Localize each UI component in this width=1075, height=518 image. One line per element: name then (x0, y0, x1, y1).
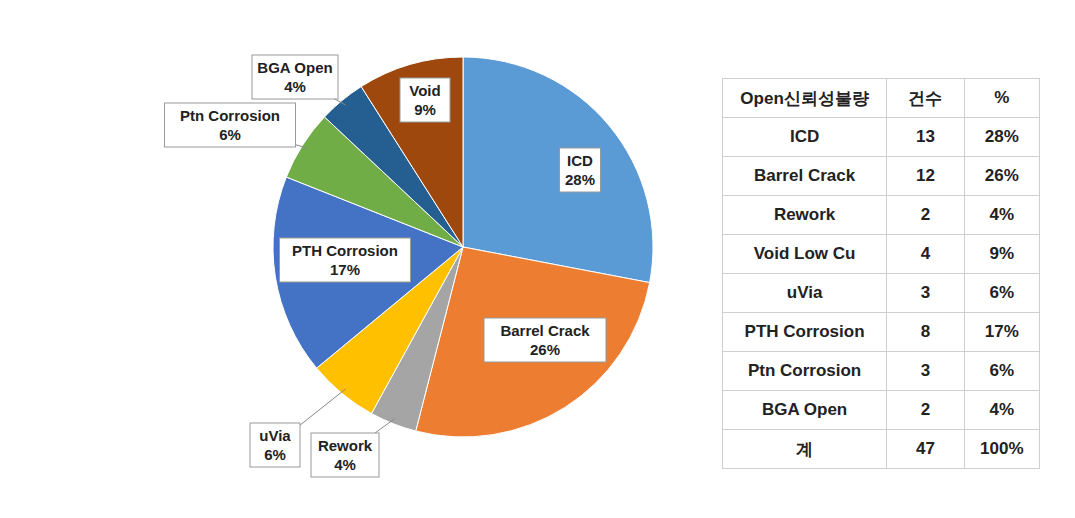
html-text:Ptn Corrosion: Ptn Corrosion (747, 361, 862, 380)
html-text:26%: 26% (984, 166, 1019, 185)
html-text:6%: 6% (989, 283, 1015, 302)
svg-text:uVia: uVia (259, 427, 291, 444)
html-text:100%: 100% (980, 439, 1024, 458)
html-text:PTH Corrosion: PTH Corrosion (744, 322, 865, 341)
html-text:47: 47 (915, 439, 935, 458)
html-text:건수: 건수 (908, 88, 943, 108)
svg-text:ICD: ICD (567, 152, 593, 169)
html-text:uVia: uVia (786, 283, 823, 302)
html-text:Rework: Rework (773, 205, 836, 224)
html-text:28%: 28% (984, 127, 1019, 146)
svg-text:26%: 26% (530, 341, 560, 358)
html-text:2: 2 (920, 400, 931, 419)
html-text:4%: 4% (989, 400, 1015, 419)
html-text:17%: 17% (984, 322, 1019, 341)
svg-text:Void: Void (409, 82, 440, 99)
html-text:9%: 9% (989, 244, 1015, 263)
svg-text:9%: 9% (414, 101, 436, 118)
html-text:Open신뢰성불량: Open신뢰성불량 (740, 88, 869, 108)
html-text:12: 12 (915, 166, 935, 185)
svg-text:28%: 28% (565, 171, 595, 188)
html-text:ICD: ICD (789, 127, 820, 146)
html-text:4: 4 (920, 244, 931, 263)
svg-text:4%: 4% (284, 78, 306, 95)
svg-text:4%: 4% (334, 456, 356, 473)
svg-text:Barrel Crack: Barrel Crack (500, 322, 590, 339)
html-text:Void Low Cu: Void Low Cu (753, 244, 856, 263)
svg-text:Rework: Rework (318, 437, 373, 454)
svg-text:PTH Corrosion: PTH Corrosion (292, 242, 398, 259)
html-text:계: 계 (796, 439, 814, 459)
html-text:Barrel Crack: Barrel Crack (754, 166, 856, 185)
svg-text:17%: 17% (330, 261, 360, 278)
html-text:3: 3 (920, 361, 931, 380)
html-text:13: 13 (915, 127, 935, 146)
svg-text:BGA Open: BGA Open (257, 59, 332, 76)
html-text:2: 2 (920, 205, 931, 224)
svg-text:Ptn Corrosion: Ptn Corrosion (180, 107, 280, 124)
html-text:4%: 4% (989, 205, 1015, 224)
html-text:BGA Open: BGA Open (761, 400, 848, 419)
html-text:8: 8 (920, 322, 931, 341)
svg-text:6%: 6% (219, 126, 241, 143)
svg-text:6%: 6% (264, 446, 286, 463)
html-text:3: 3 (920, 283, 931, 302)
html-text:6%: 6% (989, 361, 1015, 380)
